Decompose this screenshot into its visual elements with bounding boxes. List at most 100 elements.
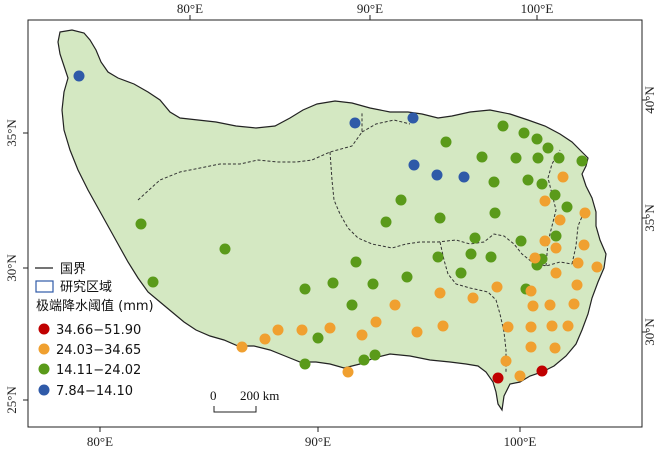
station-marker-class-2 <box>324 322 336 334</box>
station-marker-class-2 <box>389 299 401 311</box>
station-marker-class-2 <box>539 235 551 247</box>
station-marker-class-3 <box>510 152 522 164</box>
right-tick-30n: 30°N <box>642 318 657 346</box>
legend-dot-class-2 <box>38 343 50 355</box>
station-marker-class-2 <box>525 285 537 297</box>
station-marker-class-3 <box>515 235 527 247</box>
station-marker-class-2 <box>356 329 368 341</box>
station-marker-class-2 <box>502 321 514 333</box>
scale-bar: 0 200 km <box>210 388 279 413</box>
station-marker-class-3 <box>542 142 554 154</box>
station-marker-class-3 <box>401 271 413 283</box>
station-marker-class-2 <box>591 261 603 273</box>
scale-bar-line <box>213 406 257 413</box>
station-marker-class-3 <box>327 277 339 289</box>
station-marker-class-2 <box>514 370 526 382</box>
station-marker-class-4 <box>458 171 470 183</box>
station-marker-class-3 <box>358 354 370 366</box>
station-marker-class-2 <box>527 300 539 312</box>
station-marker-class-2 <box>578 239 590 251</box>
station-marker-class-3 <box>432 251 444 263</box>
station-marker-class-2 <box>296 324 308 336</box>
legend-dot-class-1 <box>38 323 50 335</box>
station-marker-class-4 <box>73 70 85 82</box>
legend-class-3-label: 14.11−24.02 <box>56 363 141 378</box>
station-marker-class-3 <box>485 251 497 263</box>
station-marker-class-3 <box>561 201 573 213</box>
right-tick-35n: 35°N <box>642 204 657 232</box>
station-marker-class-3 <box>312 332 324 344</box>
station-marker-class-3 <box>369 349 381 361</box>
tick-marks <box>23 15 647 432</box>
top-tick-90e: 90°E <box>357 1 383 16</box>
station-marker-class-3 <box>576 155 588 167</box>
station-marker-class-3 <box>497 120 509 132</box>
station-marker-class-3 <box>532 152 544 164</box>
stations-layer <box>73 70 603 384</box>
bottom-tick-80e: 80°E <box>87 434 113 449</box>
station-marker-class-3 <box>476 151 488 163</box>
station-marker-class-2 <box>557 171 569 183</box>
study-area-plateau <box>57 29 607 412</box>
bottom-tick-90e: 90°E <box>305 434 331 449</box>
legend-class-1-label: 34.66−51.90 <box>56 323 141 338</box>
station-marker-class-4 <box>431 169 443 181</box>
station-marker-class-4 <box>349 117 361 129</box>
station-marker-class-2 <box>370 316 382 328</box>
station-marker-class-3 <box>553 152 565 164</box>
station-marker-class-2 <box>572 257 584 269</box>
station-marker-class-3 <box>147 276 159 288</box>
station-marker-class-1 <box>492 372 504 384</box>
station-marker-class-2 <box>544 299 556 311</box>
station-marker-class-3 <box>531 133 543 145</box>
station-marker-class-2 <box>259 333 271 345</box>
station-marker-class-2 <box>550 242 562 254</box>
legend-title: 极端降水阈值 (mm) <box>36 298 154 314</box>
scale-zero-label: 0 <box>210 388 217 403</box>
station-marker-class-2 <box>411 326 423 338</box>
station-marker-class-3 <box>135 218 147 230</box>
station-marker-class-3 <box>299 358 311 370</box>
station-marker-class-2 <box>525 321 537 333</box>
station-marker-class-2 <box>500 355 512 367</box>
station-marker-class-2 <box>342 366 354 378</box>
station-marker-class-2 <box>579 207 591 219</box>
left-tick-25n: 25°N <box>4 386 19 414</box>
station-marker-class-3 <box>367 278 379 290</box>
station-marker-class-3 <box>434 212 446 224</box>
legend-dot-class-4 <box>38 384 50 396</box>
station-marker-class-3 <box>350 256 362 268</box>
station-marker-class-2 <box>525 341 537 353</box>
station-marker-class-4 <box>407 112 419 124</box>
station-marker-class-3 <box>550 230 562 242</box>
station-marker-class-3 <box>465 248 477 260</box>
station-marker-class-3 <box>488 176 500 188</box>
station-marker-class-2 <box>529 252 541 264</box>
left-tick-35n: 35°N <box>4 119 19 147</box>
station-marker-class-3 <box>395 194 407 206</box>
station-marker-class-3 <box>380 216 392 228</box>
station-marker-class-1 <box>536 365 548 377</box>
station-marker-class-3 <box>440 136 452 148</box>
station-marker-class-3 <box>299 283 311 295</box>
station-marker-class-2 <box>437 320 449 332</box>
legend-class-2-label: 24.03−34.65 <box>56 343 141 358</box>
station-marker-class-2 <box>434 287 446 299</box>
station-marker-class-2 <box>539 195 551 207</box>
station-marker-class-2 <box>562 320 574 332</box>
bottom-tick-100e: 100°E <box>504 434 537 449</box>
station-marker-class-2 <box>554 214 566 226</box>
legend-class-4-label: 7.84−14.10 <box>56 384 133 399</box>
station-marker-class-2 <box>546 320 558 332</box>
station-marker-class-2 <box>568 298 580 310</box>
legend-study-area-label: 研究区域 <box>60 280 112 295</box>
station-marker-class-3 <box>518 127 530 139</box>
legend-study-area-swatch <box>35 280 54 293</box>
station-marker-class-2 <box>467 292 479 304</box>
station-marker-class-3 <box>219 243 231 255</box>
station-marker-class-2 <box>491 281 503 293</box>
top-tick-100e: 100°E <box>521 1 554 16</box>
station-marker-class-3 <box>346 299 358 311</box>
